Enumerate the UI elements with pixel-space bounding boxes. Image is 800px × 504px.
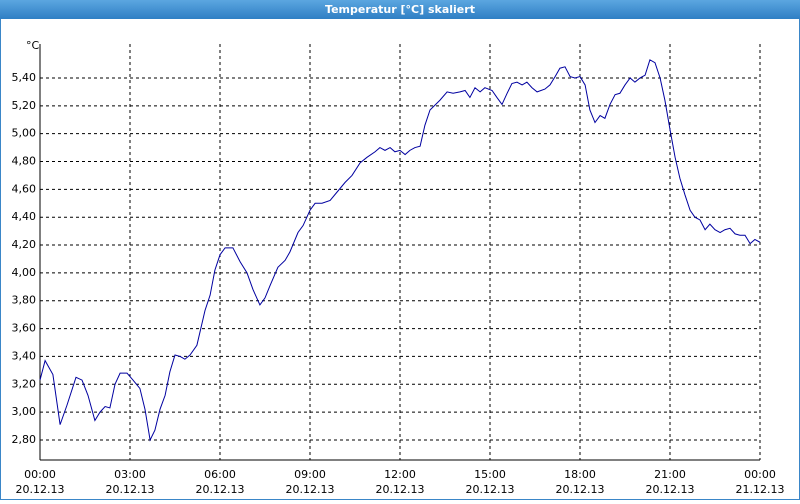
y-tick-label: 4,80 <box>12 155 37 168</box>
x-tick-date: 20.12.13 <box>286 483 335 496</box>
x-tick-label: 03:00 <box>114 468 146 481</box>
y-tick-label: 4,40 <box>12 210 37 223</box>
y-tick-label: 3,00 <box>12 405 37 418</box>
y-tick-label: 5,40 <box>12 71 37 84</box>
x-tick-label: 00:00 <box>744 468 776 481</box>
x-tick-label: 21:00 <box>654 468 686 481</box>
x-tick-label: 12:00 <box>384 468 416 481</box>
y-tick-label: 5,20 <box>12 99 37 112</box>
x-tick-date: 20.12.13 <box>106 483 155 496</box>
y-tick-label: 3,60 <box>12 322 37 335</box>
y-tick-label: 4,00 <box>12 266 37 279</box>
x-tick-label: 00:00 <box>24 468 56 481</box>
x-tick-date: 20.12.13 <box>376 483 425 496</box>
y-tick-label: 5,00 <box>12 127 37 140</box>
x-tick-date: 20.12.13 <box>196 483 245 496</box>
title-bar <box>0 0 800 19</box>
y-tick-label: 2,80 <box>12 433 37 446</box>
y-tick-label: 3,80 <box>12 294 37 307</box>
x-tick-label: 18:00 <box>564 468 596 481</box>
y-tick-label: 4,20 <box>12 238 37 251</box>
y-tick-label: 3,40 <box>12 349 37 362</box>
x-tick-date: 20.12.13 <box>556 483 605 496</box>
y-axis-unit: °C <box>26 39 40 52</box>
x-tick-label: 06:00 <box>204 468 236 481</box>
chart-title: Temperatur [°C] skaliert <box>325 3 475 16</box>
x-tick-label: 15:00 <box>474 468 506 481</box>
x-tick-date: 21.12.13 <box>736 483 785 496</box>
y-tick-label: 3,20 <box>12 377 37 390</box>
y-tick-label: 4,60 <box>12 182 37 195</box>
x-tick-label: 09:00 <box>294 468 326 481</box>
data-line <box>39 59 761 442</box>
x-tick-date: 20.12.13 <box>646 483 695 496</box>
x-tick-date: 20.12.13 <box>16 483 65 496</box>
x-tick-date: 20.12.13 <box>466 483 515 496</box>
